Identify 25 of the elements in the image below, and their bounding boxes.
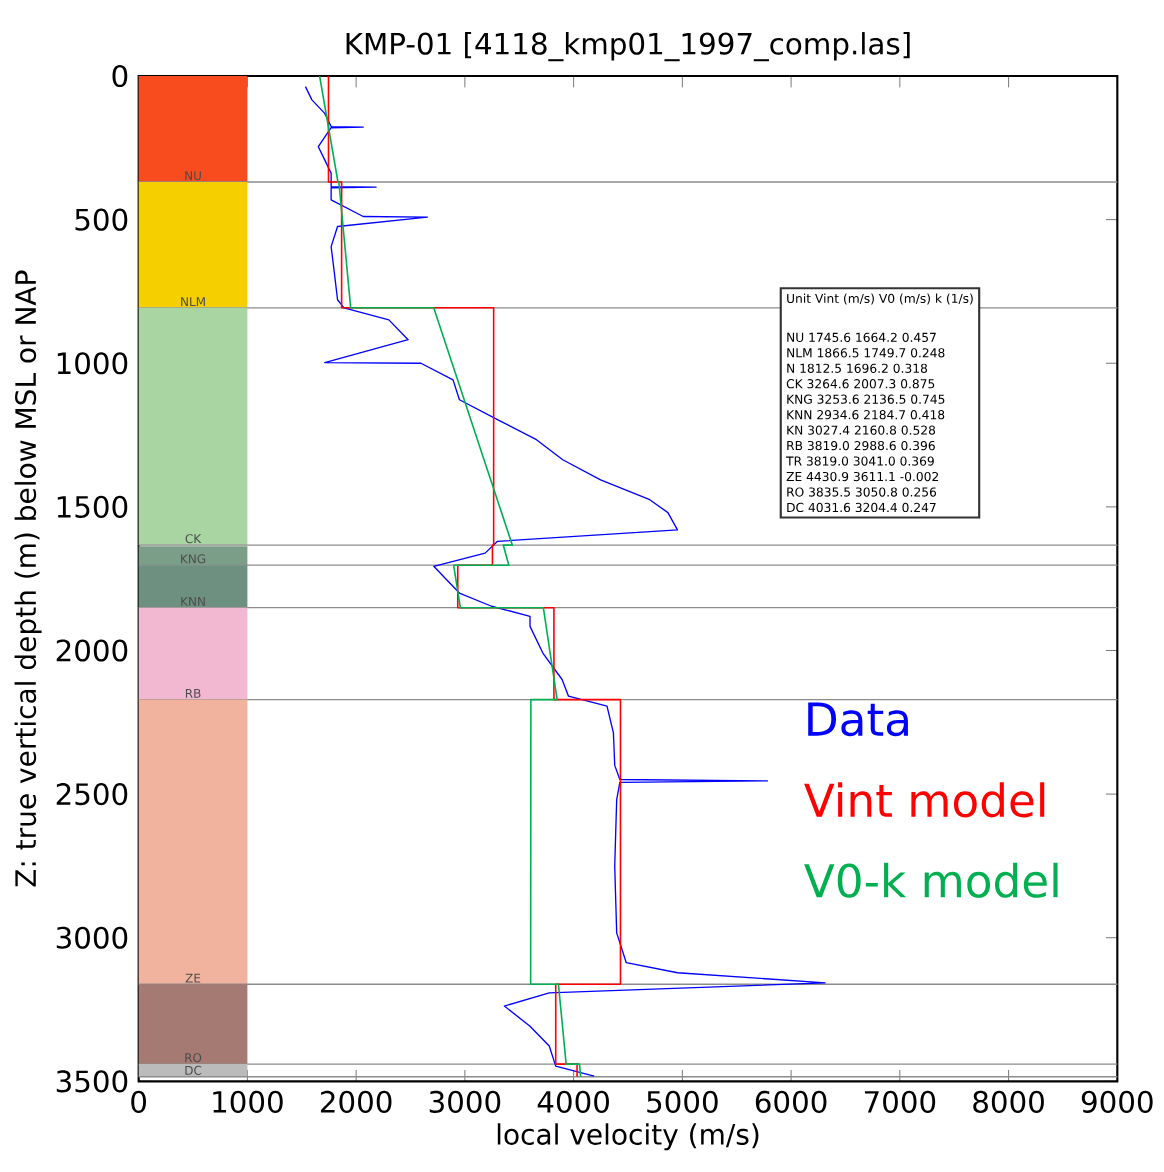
y-tick-label: 500 [75, 208, 128, 231]
x-tick-label: 6000 [756, 1090, 827, 1113]
series-label: Data [808, 702, 909, 737]
x-tick-label: 5000 [647, 1090, 718, 1113]
x-tick-label: 4000 [537, 1090, 610, 1113]
y-tick-label: 2500 [56, 783, 128, 806]
chart-title: KMP-01 [4118_kmp01_1997_comp.las] [346, 32, 910, 62]
y-tick-label: 1500 [58, 495, 128, 518]
y-axis-title: Z: true vertical depth (m) below MSL or NAP [14, 270, 42, 887]
y-tick-label: 2000 [56, 639, 128, 662]
x-tick-label: 0 [131, 1090, 147, 1113]
y-tick-label: 1000 [58, 352, 128, 375]
text: V0-k model [804, 862, 1058, 898]
y-tick-label: 3000 [57, 926, 128, 949]
line-series [319, 75, 582, 1078]
x-tick-label: 2000 [321, 1090, 392, 1113]
x-tick-label: 1000 [213, 1090, 283, 1113]
x-axis-title: local velocity (m/s) [498, 1123, 759, 1151]
x-tick-label: 9000 [1082, 1090, 1153, 1113]
x-tick-label: 3000 [429, 1090, 501, 1113]
x-tick-label: 8000 [973, 1090, 1045, 1113]
text: Vint model [804, 782, 1045, 818]
y-tick-label: 3500 [57, 1070, 128, 1093]
y-tick-label: 0 [112, 64, 128, 88]
x-tick-label: 7000 [865, 1090, 936, 1113]
